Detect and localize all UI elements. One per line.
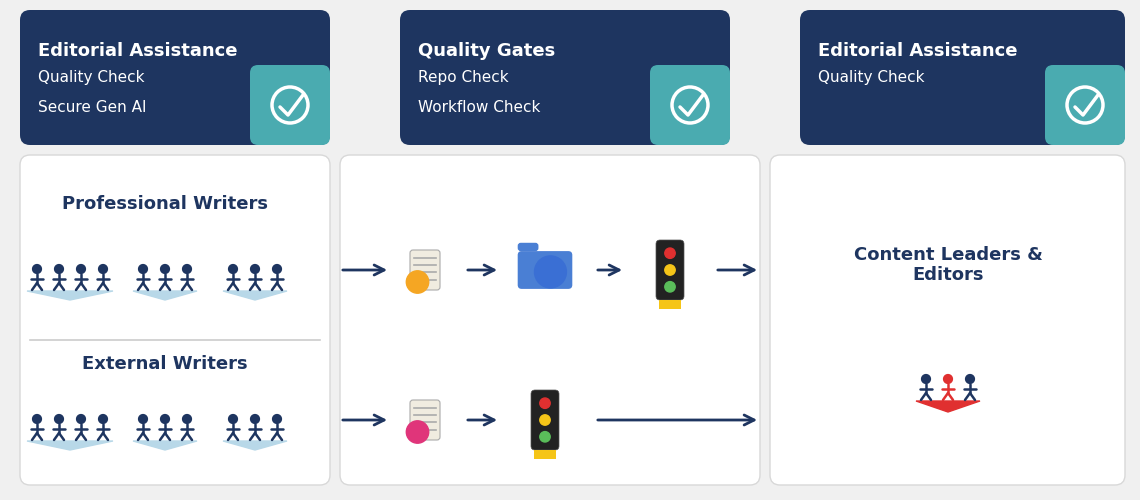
Circle shape bbox=[182, 264, 192, 274]
FancyBboxPatch shape bbox=[250, 65, 329, 145]
Polygon shape bbox=[27, 291, 113, 300]
FancyBboxPatch shape bbox=[400, 10, 730, 145]
Circle shape bbox=[33, 264, 41, 274]
Circle shape bbox=[966, 374, 975, 384]
FancyBboxPatch shape bbox=[340, 155, 760, 485]
Circle shape bbox=[540, 398, 551, 408]
FancyBboxPatch shape bbox=[650, 65, 730, 145]
Circle shape bbox=[229, 414, 237, 424]
FancyBboxPatch shape bbox=[21, 155, 329, 485]
Circle shape bbox=[540, 432, 551, 442]
Circle shape bbox=[98, 414, 107, 424]
Polygon shape bbox=[917, 401, 980, 412]
Circle shape bbox=[665, 282, 675, 292]
FancyBboxPatch shape bbox=[800, 10, 1125, 145]
Circle shape bbox=[182, 414, 192, 424]
Bar bbox=[534, 450, 556, 459]
Text: Editorial Assistance: Editorial Assistance bbox=[819, 42, 1018, 60]
FancyBboxPatch shape bbox=[770, 155, 1125, 485]
Circle shape bbox=[98, 264, 107, 274]
Text: External Writers: External Writers bbox=[82, 355, 247, 373]
Circle shape bbox=[139, 264, 147, 274]
FancyBboxPatch shape bbox=[410, 400, 440, 440]
Text: Editorial Assistance: Editorial Assistance bbox=[38, 42, 237, 60]
Circle shape bbox=[665, 248, 675, 258]
Text: Content Leaders &
Editors: Content Leaders & Editors bbox=[854, 246, 1042, 284]
Polygon shape bbox=[223, 291, 287, 300]
Text: Repo Check: Repo Check bbox=[418, 70, 508, 85]
Polygon shape bbox=[223, 441, 287, 450]
FancyBboxPatch shape bbox=[531, 390, 559, 450]
Circle shape bbox=[540, 415, 551, 425]
Circle shape bbox=[406, 421, 429, 443]
Polygon shape bbox=[133, 291, 197, 300]
Circle shape bbox=[55, 264, 64, 274]
Circle shape bbox=[406, 271, 429, 293]
Circle shape bbox=[921, 374, 930, 384]
Circle shape bbox=[55, 414, 64, 424]
Polygon shape bbox=[27, 441, 113, 450]
Circle shape bbox=[272, 414, 282, 424]
Text: Quality Check: Quality Check bbox=[819, 70, 925, 85]
Circle shape bbox=[76, 414, 86, 424]
FancyBboxPatch shape bbox=[410, 250, 440, 290]
Text: Secure Gen AI: Secure Gen AI bbox=[38, 100, 147, 115]
Circle shape bbox=[272, 264, 282, 274]
Circle shape bbox=[944, 374, 952, 384]
Text: Quality Check: Quality Check bbox=[38, 70, 145, 85]
FancyBboxPatch shape bbox=[1045, 65, 1125, 145]
Circle shape bbox=[251, 414, 260, 424]
Circle shape bbox=[665, 265, 675, 275]
Circle shape bbox=[76, 264, 86, 274]
Circle shape bbox=[229, 264, 237, 274]
Polygon shape bbox=[133, 441, 197, 450]
FancyBboxPatch shape bbox=[21, 10, 329, 145]
Circle shape bbox=[139, 414, 147, 424]
Circle shape bbox=[33, 414, 41, 424]
Circle shape bbox=[161, 264, 170, 274]
Text: Workflow Check: Workflow Check bbox=[418, 100, 540, 115]
FancyBboxPatch shape bbox=[656, 240, 684, 300]
Circle shape bbox=[161, 414, 170, 424]
Text: Professional Writers: Professional Writers bbox=[62, 195, 268, 213]
Circle shape bbox=[251, 264, 260, 274]
FancyBboxPatch shape bbox=[518, 251, 572, 289]
Text: Quality Gates: Quality Gates bbox=[418, 42, 555, 60]
FancyBboxPatch shape bbox=[518, 243, 538, 251]
Bar bbox=[659, 300, 682, 309]
Circle shape bbox=[535, 256, 567, 288]
